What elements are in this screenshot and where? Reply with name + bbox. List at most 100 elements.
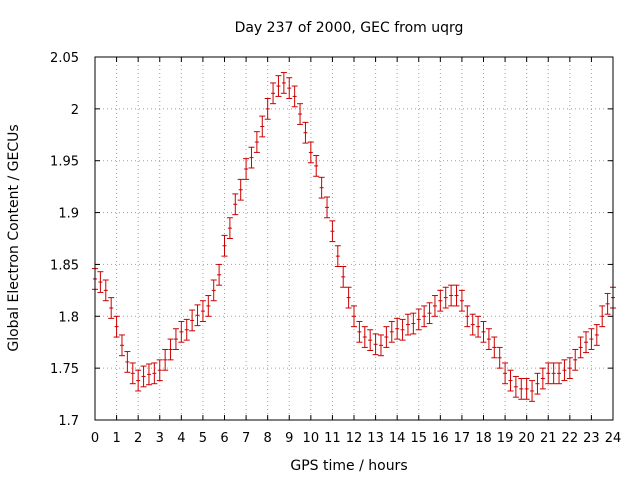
data-point <box>221 234 228 257</box>
x-tick-label: 21 <box>540 431 557 446</box>
data-point <box>491 336 498 359</box>
data-point <box>502 362 509 385</box>
data-point <box>216 263 223 286</box>
data-point <box>313 155 320 177</box>
data-point <box>507 369 514 392</box>
x-tick-label: 23 <box>583 431 600 446</box>
data-point <box>431 295 438 317</box>
data-point <box>167 338 174 361</box>
data-point <box>178 320 185 343</box>
data-point <box>561 359 568 382</box>
x-tick-label: 6 <box>220 431 228 446</box>
data-point <box>135 369 142 392</box>
data-point <box>124 351 131 373</box>
x-tick-label: 15 <box>410 431 427 446</box>
data-point <box>534 372 541 395</box>
x-tick-label: 10 <box>303 431 320 446</box>
data-point <box>367 329 374 352</box>
data-point <box>259 115 266 138</box>
data-point <box>404 313 411 336</box>
data-point <box>226 217 233 239</box>
data-point <box>162 348 169 371</box>
data-point <box>156 359 163 382</box>
data-point <box>388 320 395 343</box>
data-point <box>340 266 347 288</box>
data-point <box>270 82 277 105</box>
chart-title: Day 237 of 2000, GEC from uqrg <box>235 20 464 36</box>
data-point <box>383 326 390 348</box>
plot-frame <box>94 56 614 421</box>
data-point <box>297 103 304 125</box>
x-tick-label: 8 <box>264 431 272 446</box>
data-point <box>550 362 557 385</box>
data-point <box>199 300 206 322</box>
data-point <box>264 97 271 120</box>
data-point <box>253 131 260 153</box>
data-point <box>97 271 104 293</box>
data-point <box>421 305 428 328</box>
data-point <box>599 305 606 328</box>
y-tick-label: 1.75 <box>50 362 79 377</box>
data-point <box>604 292 611 315</box>
data-point <box>172 328 179 350</box>
data-point <box>248 146 255 169</box>
data-point <box>394 317 401 340</box>
data-point <box>280 72 287 94</box>
data-point <box>140 365 147 388</box>
data-point <box>545 362 552 385</box>
data-point <box>577 336 584 359</box>
data-point <box>113 315 120 338</box>
data-point <box>194 304 201 327</box>
x-tick-label: 3 <box>156 431 164 446</box>
data-point <box>583 331 590 354</box>
data-point <box>232 193 239 216</box>
y-axis-ticks: 1.7 1.75 1.8 1.85 1.9 1.95 2 2.05 <box>50 51 613 429</box>
data-point <box>485 328 492 350</box>
data-point <box>512 375 519 398</box>
data-point <box>566 357 573 380</box>
data-point <box>345 286 352 309</box>
x-tick-label: 19 <box>497 431 514 446</box>
data-point <box>118 334 125 357</box>
x-tick-label: 9 <box>285 431 293 446</box>
data-point <box>415 308 422 331</box>
y-tick-label: 1.95 <box>50 155 79 170</box>
x-tick-label: 7 <box>242 431 250 446</box>
x-tick-label: 1 <box>112 431 120 446</box>
x-tick-label: 20 <box>518 431 535 446</box>
data-point <box>307 141 314 164</box>
y-tick-label: 2 <box>71 103 79 118</box>
data-point <box>102 279 109 302</box>
data-point <box>469 313 476 336</box>
x-tick-label: 13 <box>367 431 384 446</box>
data-point <box>108 297 115 319</box>
data-point <box>475 315 482 338</box>
data-point <box>442 286 449 309</box>
data-point <box>556 362 563 385</box>
x-tick-label: 11 <box>324 431 341 446</box>
data-point <box>291 85 298 108</box>
data-point <box>372 333 379 356</box>
x-tick-label: 22 <box>562 431 579 446</box>
y-tick-label: 2.05 <box>50 51 79 66</box>
data-point <box>458 289 465 312</box>
data-point <box>286 77 293 99</box>
x-tick-label: 16 <box>432 431 449 446</box>
data-point <box>453 284 460 307</box>
data-point <box>205 295 212 317</box>
x-tick-label: 12 <box>346 431 363 446</box>
x-tick-label: 18 <box>475 431 492 446</box>
data-point <box>572 348 579 371</box>
data-point <box>324 196 331 219</box>
y-tick-label: 1.9 <box>58 207 79 222</box>
data-point <box>243 158 250 180</box>
data-point <box>480 320 487 343</box>
data-point <box>237 178 244 201</box>
data-point <box>129 362 136 385</box>
data-point <box>183 318 190 341</box>
data-point <box>151 362 158 385</box>
x-tick-label: 0 <box>91 431 99 446</box>
x-tick-label: 4 <box>177 431 185 446</box>
x-tick-label: 17 <box>454 431 471 446</box>
